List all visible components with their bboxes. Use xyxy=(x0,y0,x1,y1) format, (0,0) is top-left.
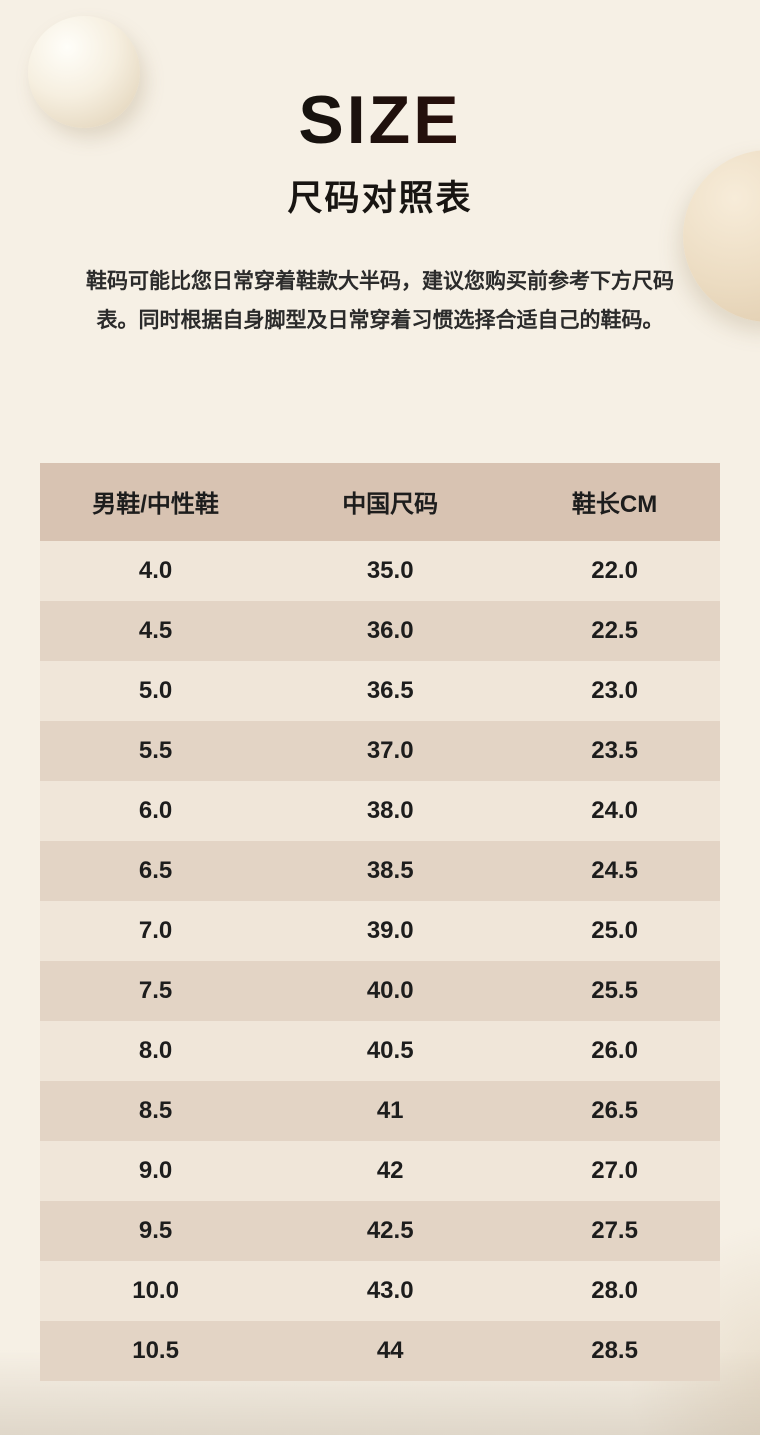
cn-size-cell: 43.0 xyxy=(366,1276,414,1304)
table-row: 10.0 43.0 28.0 xyxy=(40,1260,720,1321)
length-cm-cell: 27.0 xyxy=(591,1156,638,1184)
us-size-cell: 5.5 xyxy=(138,736,173,764)
us-size-cell: 4.5 xyxy=(138,616,173,644)
cn-size-cell: 44 xyxy=(376,1336,404,1364)
cn-size-cell: 42 xyxy=(376,1156,404,1184)
length-cm-cell: 23.0 xyxy=(591,676,638,704)
cn-size-cell: 36.5 xyxy=(366,676,414,704)
table-row: 6.5 38.5 24.5 xyxy=(40,840,720,901)
table-row: 4.0 35.0 22.0 xyxy=(40,540,720,601)
cn-size-cell: 38.5 xyxy=(366,856,414,884)
page-title: SIZE xyxy=(0,86,760,154)
us-size-cell: 6.0 xyxy=(138,796,173,824)
cn-size-cell: 41 xyxy=(376,1096,404,1124)
table-row: 7.5 40.0 25.5 xyxy=(40,960,720,1021)
us-size-cell: 10.0 xyxy=(132,1276,179,1304)
us-size-cell: 10.5 xyxy=(132,1336,179,1364)
length-cm-cell: 22.5 xyxy=(591,616,638,644)
us-size-cell: 4.0 xyxy=(138,556,173,584)
cn-size-cell: 38.0 xyxy=(366,796,414,824)
column-header-cn-size: 中国尺码 xyxy=(342,491,439,519)
length-cm-cell: 25.5 xyxy=(591,976,638,1004)
length-cm-cell: 26.5 xyxy=(591,1096,638,1124)
us-size-cell: 9.5 xyxy=(138,1216,173,1244)
us-size-cell: 9.0 xyxy=(138,1156,173,1184)
table-row: 7.0 39.0 25.0 xyxy=(40,900,720,961)
cn-size-cell: 37.0 xyxy=(366,736,414,764)
size-table-header-row: 男鞋/中性鞋 中国尺码 鞋长CM xyxy=(40,462,720,541)
table-row: 6.0 38.0 24.0 xyxy=(40,780,720,841)
table-row: 9.0 42 27.0 xyxy=(40,1140,720,1201)
us-size-cell: 5.0 xyxy=(138,676,173,704)
length-cm-cell: 27.5 xyxy=(591,1216,638,1244)
length-cm-cell: 23.5 xyxy=(591,736,638,764)
cn-size-cell: 39.0 xyxy=(366,916,414,944)
us-size-cell: 8.5 xyxy=(138,1096,173,1124)
length-cm-cell: 24.0 xyxy=(591,796,638,824)
cn-size-cell: 36.0 xyxy=(366,616,414,644)
length-cm-cell: 26.0 xyxy=(591,1036,638,1064)
length-cm-cell: 25.0 xyxy=(591,916,638,944)
us-size-cell: 7.5 xyxy=(138,976,173,1004)
cn-size-cell: 40.0 xyxy=(366,976,414,1004)
table-row: 8.0 40.5 26.0 xyxy=(40,1020,720,1081)
cn-size-cell: 35.0 xyxy=(366,556,414,584)
size-table: 男鞋/中性鞋 中国尺码 鞋长CM 4.0 35.0 22.0 4.5 36.0 22.5 5… xyxy=(40,462,720,1381)
cn-size-cell: 42.5 xyxy=(366,1216,414,1244)
table-row: 4.5 36.0 22.5 xyxy=(40,600,720,661)
size-chart-header: SIZE 尺码对照表 鞋码可能比您日常穿着鞋款大半码，建议您购买前参考下方尺码表… xyxy=(0,0,760,341)
length-cm-cell: 22.0 xyxy=(591,556,638,584)
cn-size-cell: 40.5 xyxy=(366,1036,414,1064)
column-header-length-cm: 鞋长CM xyxy=(571,491,658,519)
column-header-us-size: 男鞋/中性鞋 xyxy=(92,491,219,519)
us-size-cell: 7.0 xyxy=(138,916,173,944)
table-row: 8.5 41 26.5 xyxy=(40,1080,720,1141)
page-subtitle: 尺码对照表 xyxy=(287,179,473,218)
us-size-cell: 6.5 xyxy=(138,856,173,884)
size-table-body: 4.0 35.0 22.0 4.5 36.0 22.5 5.0 36.5 23.0 5.5 37.0… xyxy=(40,540,720,1381)
table-row: 5.5 37.0 23.5 xyxy=(40,720,720,781)
length-cm-cell: 24.5 xyxy=(591,856,638,884)
table-row: 5.0 36.5 23.0 xyxy=(40,660,720,721)
table-row: 9.5 42.5 27.5 xyxy=(40,1200,720,1261)
us-size-cell: 8.0 xyxy=(138,1036,173,1064)
length-cm-cell: 28.0 xyxy=(591,1276,638,1304)
size-note: 鞋码可能比您日常穿着鞋款大半码，建议您购买前参考下方尺码表。同时根据自身脚型及日… xyxy=(86,270,674,332)
table-row: 10.5 44 28.5 xyxy=(40,1320,720,1381)
length-cm-cell: 28.5 xyxy=(591,1336,638,1364)
